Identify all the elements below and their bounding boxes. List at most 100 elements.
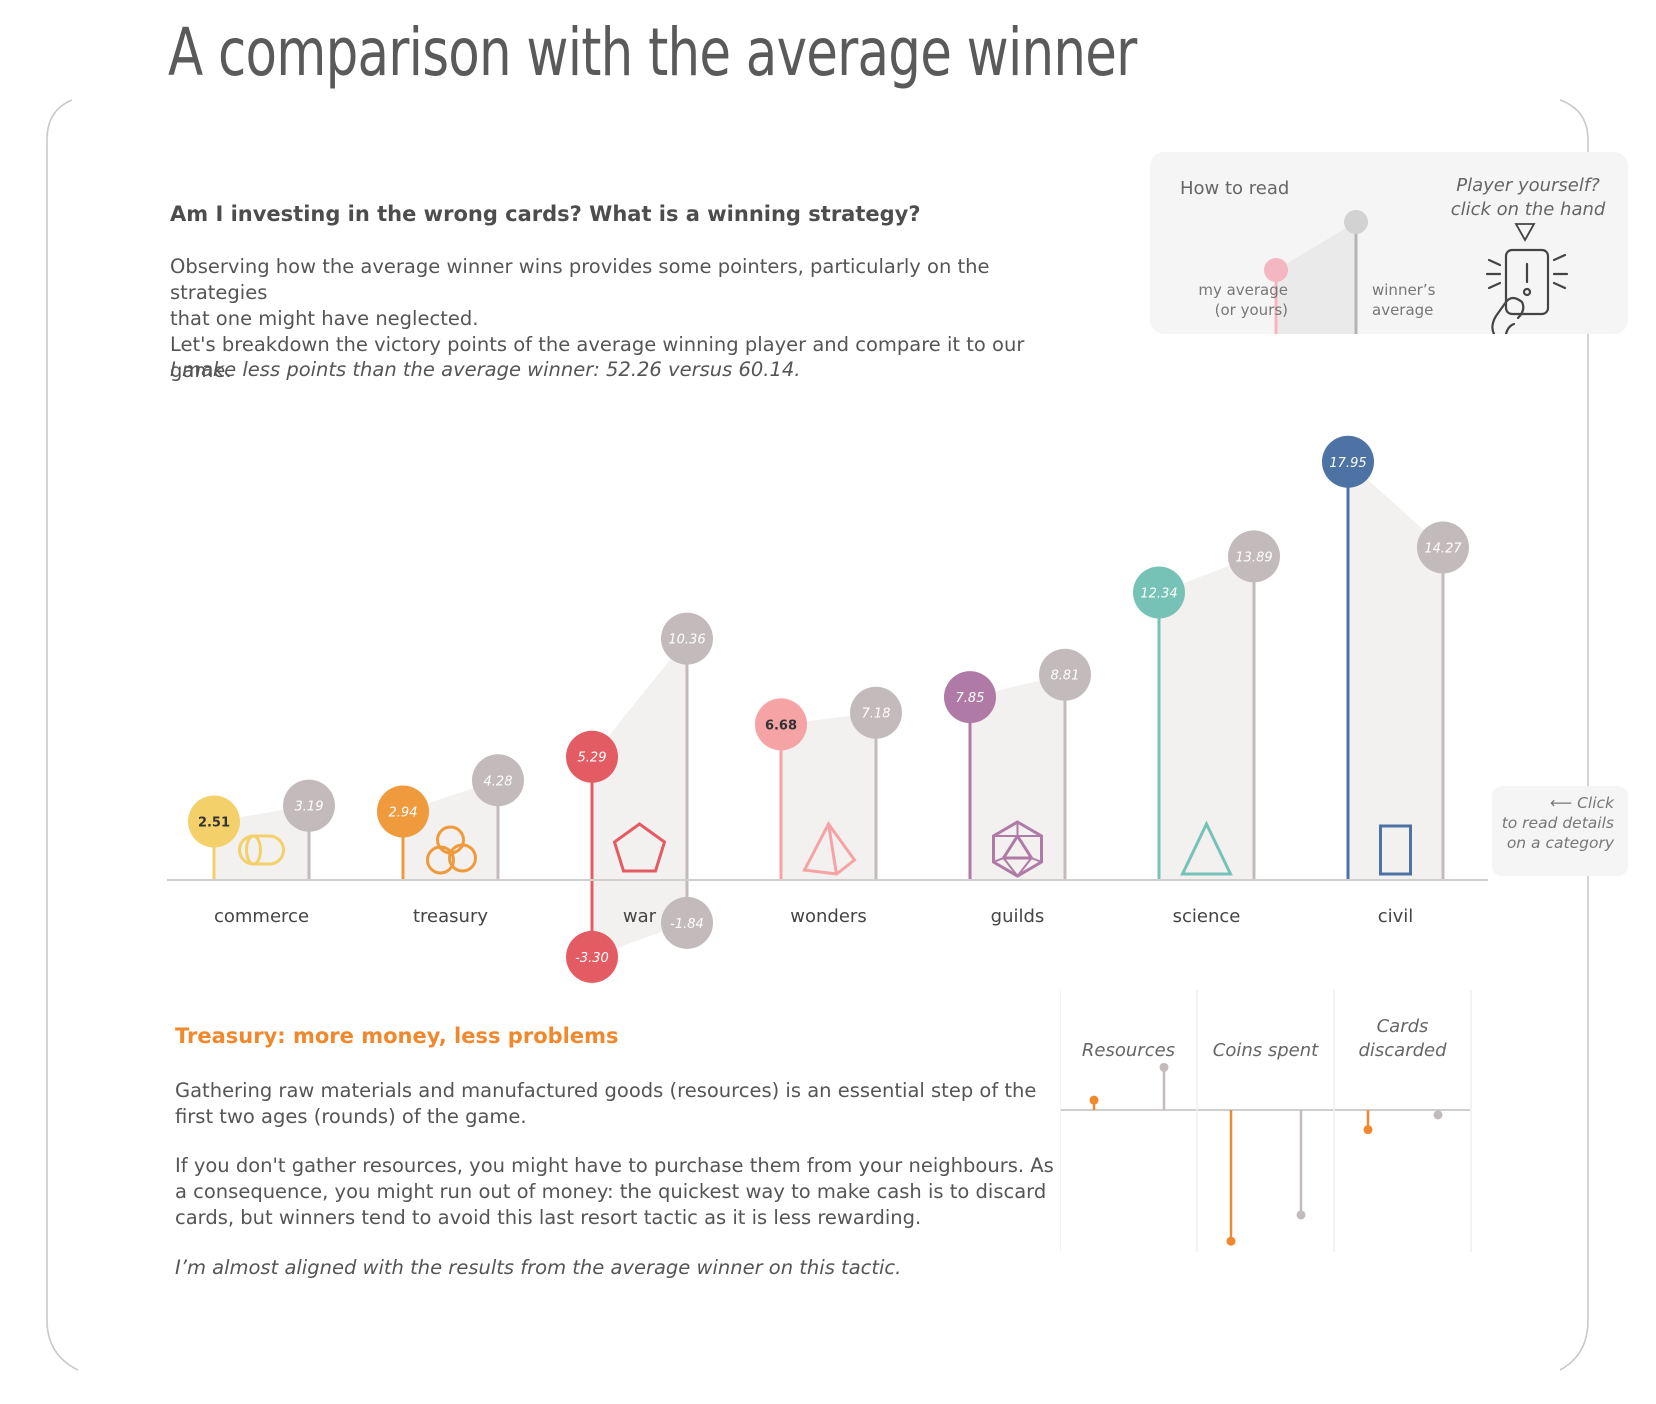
my-dot[interactable] [755,698,807,751]
how-to-read-title: How to read [1180,178,1290,199]
my-value-label: 2.51 [198,816,230,831]
detail-body: Gathering raw materials and manufactured… [175,1078,1055,1254]
winner-dot[interactable] [850,686,902,739]
intro-line: Let's breakdown the victory points of th… [170,333,1025,382]
click-hint-text: Click [1577,794,1614,812]
legend-my-label-line: my average [1198,281,1288,299]
legend-band [1276,222,1356,334]
my-dot-negative[interactable] [566,930,618,983]
mini-my-dot [1363,1125,1373,1135]
my-dot[interactable] [944,671,996,724]
detail-note: I’m almost aligned with the results from… [175,1256,902,1279]
mini-winner-dot [1433,1110,1443,1120]
intro-line: that one might have neglected. [170,307,479,330]
click-hint-panel: ⟵ Click to read details on a category [1492,786,1628,876]
winner-value-label: 14.27 [1424,542,1462,557]
category-label-wonders[interactable]: wonders [790,906,866,927]
winner-value-label: 13.89 [1235,550,1272,565]
category-band [1159,556,1254,880]
pentagon-icon[interactable] [612,822,667,873]
category-band [781,712,876,880]
mini-column-label: Coins spent [1213,1040,1319,1061]
player-prompt-line: click on the hand [1450,199,1606,220]
winner-dot[interactable] [283,779,335,832]
intro-line: Observing how the average winner wins pr… [170,255,990,304]
click-hint-text: on a category [1506,834,1614,852]
my-dot[interactable] [566,730,618,783]
winner-value-label: -1.84 [670,917,704,932]
cylinder-icon[interactable] [238,834,285,866]
my-value-label: 17.95 [1329,456,1366,471]
detail-paragraph: Gathering raw materials and manufactured… [175,1079,1037,1128]
coins-icon[interactable] [426,825,477,875]
category-band [970,674,1065,880]
mini-column-label: Cards [1377,1016,1429,1037]
winner-value-label: 7.18 [862,707,891,722]
legend-winner-label-line: average [1372,301,1434,319]
mini-column-label: discarded [1358,1040,1447,1061]
category-band [592,638,687,880]
legend-winner-dot [1344,210,1368,234]
my-value-label: 7.85 [956,691,985,706]
category-label-commerce[interactable]: commerce [214,906,309,927]
category-label-war[interactable]: war [623,906,657,927]
intro-text: Observing how the average winner wins pr… [170,254,1090,384]
winner-dot[interactable] [472,754,524,807]
my-value-label: 6.68 [765,718,797,733]
page-title: A comparison with the average winner [168,14,1137,91]
winner-dot[interactable] [1228,530,1280,583]
hand-phone-icon[interactable] [1485,248,1569,334]
player-prompt-line: Player yourself? [1456,175,1600,196]
mini-chart-grid [1060,990,1472,1252]
legend-winner-label: winner’s average [1372,280,1435,320]
pyramid-icon[interactable] [802,821,857,876]
category-label-civil[interactable]: civil [1378,906,1414,927]
how-to-read-panel: How to read my average (or yours) winner… [1150,152,1628,334]
my-dot[interactable] [377,785,429,838]
page-question: Am I investing in the wrong cards? What … [170,202,921,226]
legend-winner-label-line: winner’s [1372,281,1436,299]
winner-value-label: 8.81 [1051,669,1080,684]
click-hint-arrow: ⟵ Click [1549,794,1614,812]
detail-title: Treasury: more money, less problems [175,1024,619,1048]
legend-my-label: my average (or yours) [1158,280,1288,320]
rectangle-icon[interactable] [1379,824,1412,876]
winner-dot-negative[interactable] [661,896,713,949]
mini-column-label: Resources [1082,1040,1175,1061]
winner-dot[interactable] [1039,648,1091,701]
mini-winner-dot [1159,1062,1169,1072]
mini-chart-marks [1089,1062,1443,1246]
winner-dot[interactable] [1417,521,1469,574]
mini-my-dot [1226,1236,1236,1246]
how-to-read-legend [1264,210,1569,334]
legend-my-label-line: (or yours) [1214,301,1288,319]
category-label-guilds[interactable]: guilds [991,906,1045,927]
conclusion-text: I make less points than the average winn… [170,358,801,381]
category-label-science[interactable]: science [1173,906,1241,927]
click-hint-text: to read details [1501,814,1614,832]
my-dot[interactable] [188,795,240,848]
chart-dots: 2.51 3.19 2.94 4.28 -3.30 -1.84 5.29 10.36 6.68 7… [188,435,1469,983]
my-value-label: 12.34 [1140,586,1177,601]
my-value-label: -3.30 [575,951,609,966]
category-band-negative [592,880,687,957]
my-value-label: 5.29 [578,751,607,766]
category-label-treasury[interactable]: treasury [413,906,488,927]
player-prompt[interactable]: Player yourself? click on the hand [1438,174,1618,222]
my-value-label: 2.94 [389,805,418,820]
chart-stems [212,461,1445,957]
mini-winner-dot [1296,1210,1306,1220]
chart-bands [214,461,1443,957]
my-dot[interactable] [1322,435,1374,488]
main-chart: commerce treasury war wonders guilds science c… [167,435,1488,983]
triangle-icon[interactable] [1180,820,1233,876]
triangle-down-icon [1514,223,1536,242]
chart-categories: commerce treasury war wonders guilds science c… [214,906,1413,927]
polyhedron-icon[interactable] [992,820,1043,878]
winner-value-label: 3.19 [295,800,324,815]
winner-value-label: 4.28 [484,774,513,789]
my-dot[interactable] [1133,566,1185,619]
detail-paragraph: If you don't gather resources, you might… [175,1154,1054,1229]
winner-dot[interactable] [661,612,713,665]
